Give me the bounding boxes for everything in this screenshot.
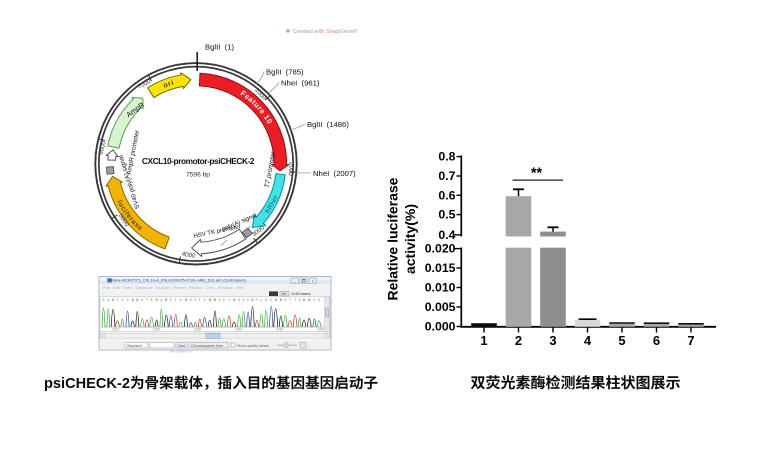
svg-text:G: G [233, 298, 235, 302]
svg-text:A: A [265, 298, 267, 302]
svg-text:7: 7 [687, 333, 694, 348]
svg-text:BglII (1486): BglII (1486) [307, 120, 349, 129]
svg-text:0.010: 0.010 [425, 281, 456, 295]
svg-text:5: 5 [618, 333, 625, 348]
svg-text:G: G [280, 298, 282, 302]
svg-text:T: T [175, 298, 177, 302]
svg-text:A: A [219, 298, 221, 302]
svg-text:G: G [209, 298, 211, 302]
svg-text:A: A [238, 298, 240, 302]
svg-text:G: G [252, 298, 254, 302]
svg-text:A: A [121, 298, 123, 302]
svg-text:0.005: 0.005 [425, 300, 456, 314]
svg-text:Show quality values: Show quality values [237, 344, 269, 348]
svg-text:0.020: 0.020 [425, 242, 456, 256]
svg-text:2: 2 [515, 333, 522, 348]
svg-text:0.000: 0.000 [425, 320, 456, 334]
svg-text:4000: 4000 [181, 251, 196, 260]
svg-text:A: A [151, 298, 153, 302]
svg-text:C: C [270, 298, 272, 302]
svg-text:G: G [156, 298, 158, 302]
svg-text:Chromatogram here: Chromatogram here [191, 344, 223, 348]
svg-text:2260: 2260 [317, 327, 325, 331]
svg-text:A: A [103, 298, 105, 302]
svg-text:G: G [136, 298, 138, 302]
svg-text:T: T [228, 298, 230, 302]
svg-text:A+: A+ [282, 292, 288, 296]
svg-text:A: A [260, 298, 262, 302]
svg-text:G: G [185, 298, 187, 302]
svg-text:**: ** [531, 166, 543, 182]
svg-text:C: C [314, 298, 316, 302]
svg-text:2220: 2220 [153, 327, 161, 331]
svg-text:A: A [141, 298, 143, 302]
svg-text:Relative luciferase: Relative luciferase [385, 177, 401, 300]
svg-text:A: A [194, 298, 196, 302]
svg-text:G: G [275, 298, 277, 302]
svg-text:A: A [160, 298, 162, 302]
svg-text:7596 bp: 7596 bp [186, 172, 210, 179]
svg-text:G: G [303, 298, 305, 302]
svg-text:0.4: 0.4 [438, 228, 455, 242]
svg-text:0.5: 0.5 [438, 208, 455, 222]
svg-text:0.015: 0.015 [425, 261, 456, 275]
svg-text:G: G [308, 298, 310, 302]
svg-text:Next: Next [178, 344, 185, 348]
svg-text:C: C [127, 298, 129, 302]
svg-text:T: T [294, 298, 296, 302]
svg-text:_: _ [293, 278, 297, 283]
svg-text:T: T [117, 298, 119, 302]
svg-text:ori: ori [162, 78, 175, 90]
svg-text:2210: 2210 [112, 327, 120, 331]
svg-text:3: 3 [549, 333, 556, 348]
svg-text:BglII (785): BglII (785) [266, 68, 304, 77]
svg-text:0.8: 0.8 [438, 150, 455, 164]
svg-text:C: C [170, 298, 172, 302]
svg-text:G: G [132, 298, 134, 302]
svg-text:NheI (961): NheI (961) [281, 79, 320, 88]
svg-text:1149 bases: 1149 bases [291, 292, 310, 296]
svg-text:T: T [256, 298, 258, 302]
svg-text:1: 1 [480, 333, 487, 348]
svg-text:A: A [107, 298, 109, 302]
svg-text:A: A [318, 298, 320, 302]
svg-text:C: C [247, 298, 249, 302]
svg-text:4: 4 [584, 333, 592, 348]
svg-text:T: T [289, 298, 291, 302]
svg-text:CXCL10-promotor-psiCHECK-2: CXCL10-promotor-psiCHECK-2 [142, 156, 255, 166]
svg-text:0.7: 0.7 [438, 169, 455, 183]
svg-text:HB08-a-M13F(T27)_CXL10-A_PSLUO: HB08-a-M13F(T27)_CXL10-A_PSLUO20075-073G… [107, 278, 246, 283]
svg-text:2230: 2230 [194, 327, 202, 331]
svg-text:×: × [312, 279, 315, 284]
svg-text:G: G [214, 298, 216, 302]
svg-text:A: A [284, 298, 286, 302]
svg-text:0.6: 0.6 [438, 188, 455, 202]
svg-text:ab1 viewer 1.0: ab1 viewer 1.0 [170, 350, 192, 354]
svg-text:activity(%): activity(%) [402, 204, 418, 274]
svg-text:6: 6 [653, 333, 660, 348]
svg-text:File Edit View Segment Ana: File Edit View Segment Analyze Primer Ri… [103, 285, 245, 290]
svg-text:C: C [190, 298, 192, 302]
svg-text:6000: 6000 [97, 140, 107, 156]
svg-text:AmpR: AmpR [124, 100, 145, 119]
svg-text:Standard: Standard [127, 344, 142, 348]
svg-text:2240: 2240 [235, 327, 243, 331]
svg-text:NheI (2007): NheI (2007) [313, 169, 356, 178]
svg-text:2250: 2250 [276, 327, 284, 331]
svg-text:A: A [180, 298, 182, 302]
svg-text:T: T [199, 298, 201, 302]
svg-text:A: A [299, 298, 301, 302]
svg-text:C: C [204, 298, 206, 302]
svg-text:G: G [112, 298, 114, 302]
svg-text:G: G [165, 298, 167, 302]
svg-text:A: A [223, 298, 225, 302]
svg-text:BglII (1): BglII (1) [205, 43, 234, 52]
svg-text:T: T [146, 298, 148, 302]
svg-text:A: A [243, 298, 245, 302]
svg-text:2000: 2000 [287, 162, 295, 177]
